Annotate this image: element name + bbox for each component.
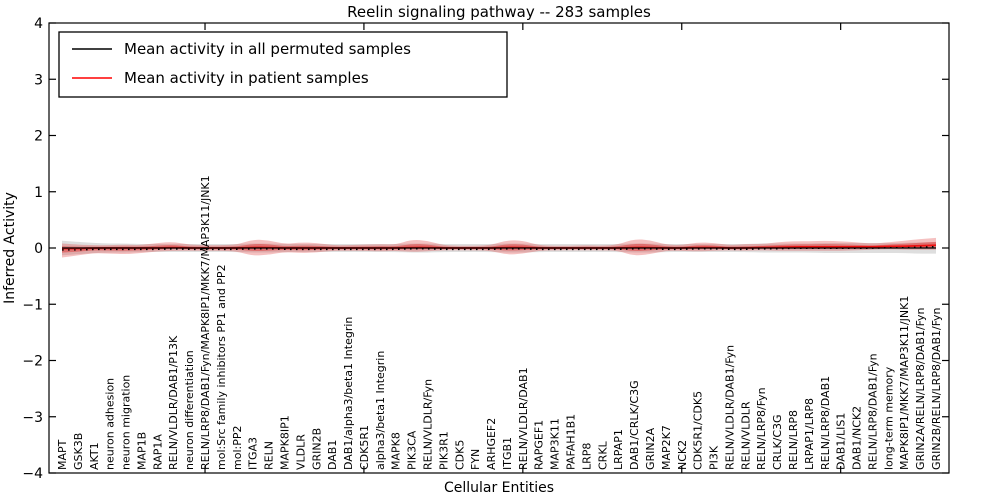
y-tick-label: −4	[22, 466, 43, 482]
y-tick-label: −1	[22, 297, 43, 313]
x-category-label: MAPK8	[390, 432, 403, 470]
y-tick-label: 0	[34, 241, 43, 257]
x-category-label: mol:PP2	[231, 426, 244, 470]
x-category-label: DAB1/LIS1	[835, 413, 848, 470]
x-category-label: VLDLR	[294, 434, 307, 470]
x-category-label: GRIN2B	[310, 428, 323, 470]
x-category-label-layer: MAPT GSK3B AKT1 neuron adhesion neuron migra…	[56, 175, 943, 470]
x-category-label: MAPT	[56, 439, 69, 470]
x-category-label: RAP1A	[151, 434, 164, 470]
legend-box	[58, 31, 508, 98]
x-category-label: RELN/LRP8/Fyn	[755, 387, 768, 470]
x-category-label: RELN/VLDLR	[739, 401, 752, 470]
x-category-label: CDK5R1	[358, 425, 371, 470]
x-category-label: neuron differentiation	[183, 350, 196, 470]
x-category-label: ITGB1	[501, 437, 514, 470]
x-axis-label: Cellular Entities	[444, 480, 554, 496]
x-category-label: LRP8	[580, 443, 593, 470]
line-layer	[61, 244, 937, 251]
x-category-label: CRLK/C3G	[771, 414, 784, 470]
y-tick-label: 4	[34, 16, 43, 32]
x-category-label: GSK3B	[72, 433, 85, 470]
x-category-label: MAP2K7	[660, 425, 673, 470]
x-category-label: mol:Src family inhibitors PP1 and PP2	[215, 264, 228, 470]
x-category-label: LRPAP1/LRP8	[803, 398, 816, 470]
x-category-label: neuron migration	[120, 375, 133, 470]
x-category-label: GRIN2B/RELN/LRP8/DAB1/Fyn	[930, 307, 943, 470]
legend-label-permuted: Mean activity in all permuted samples	[124, 40, 411, 58]
y-tick-label: 1	[34, 185, 43, 201]
x-category-label: PAFAH1B1	[565, 414, 578, 470]
x-category-label: GRIN2A	[644, 427, 657, 470]
x-category-label: CDK5	[453, 440, 466, 470]
x-category-label: PIK3CA	[406, 430, 419, 470]
legend-label-patient: Mean activity in patient samples	[124, 69, 369, 87]
y-axis-label: Inferred Activity	[2, 192, 18, 304]
x-category-label: RELN/LRP8/DAB1/Fyn/MAPK8IP1/MKK7/MAP3K11…	[199, 175, 212, 470]
chart-title: Reelin signaling pathway -- 283 samples	[347, 3, 651, 21]
x-category-label: RELN/VLDLR/DAB1/P13K	[167, 335, 180, 470]
y-tick-label: 2	[34, 129, 43, 145]
x-category-label: RELN	[263, 441, 276, 470]
x-category-label: DAB1/alpha3/beta1 Integrin	[342, 317, 355, 470]
x-category-label: AKT1	[88, 442, 101, 470]
x-category-label: PI3K	[708, 445, 721, 470]
x-category-label: RELN/LRP8	[787, 410, 800, 470]
sample-marker-dotted-line	[61, 245, 937, 251]
x-category-label: CRKL	[596, 440, 609, 470]
x-category-label: PIK3R1	[437, 431, 450, 470]
x-category-label: MAP3K11	[549, 418, 562, 470]
x-category-label: neuron adhesion	[104, 378, 117, 470]
x-category-label: FYN	[469, 449, 482, 470]
x-category-label: NCK2	[676, 440, 689, 470]
x-category-label: RELN/LRP8/DAB1	[819, 376, 832, 470]
x-category-label: MAPK8IP1/MKK7/MAP3K11/JNK1	[898, 296, 911, 470]
x-category-label: RELN/VLDLR/DAB1/Fyn	[723, 345, 736, 470]
x-category-label: LRPAP1	[612, 429, 625, 470]
x-category-label: CDK5R1/CDK5	[692, 391, 705, 470]
x-category-label: MAP1B	[135, 432, 148, 470]
x-category-label: RELN/VLDLR/Fyn	[421, 379, 434, 470]
x-category-label: long-term memory	[882, 366, 895, 470]
x-category-label: RAPGEF1	[533, 420, 546, 470]
x-category-label: ARHGEF2	[485, 418, 498, 470]
x-category-label: GRIN2A/RELN/LRP8/DAB1/Fyn	[914, 307, 927, 470]
y-tick-label: −3	[22, 410, 43, 426]
x-category-label: MAPK8IP1	[278, 415, 291, 470]
y-tick-label: −2	[22, 354, 43, 370]
legend: Mean activity in all permuted samples Me…	[58, 31, 508, 98]
y-tick-label: 3	[34, 72, 43, 88]
x-category-label: ITGA3	[247, 437, 260, 470]
x-category-label: DAB1/CRLK/C3G	[628, 380, 641, 470]
x-category-label: DAB1/NCK2	[851, 406, 864, 470]
x-category-label: DAB1	[326, 440, 339, 470]
tick-layer: 4 3 2 1 0 −1 −2 −3 −4	[22, 16, 949, 482]
x-category-label: RELN/LRP8/DAB1/Fyn	[866, 353, 879, 470]
x-category-label: alpha3/beta1 Integrin	[374, 351, 387, 470]
x-category-label: RELN/VLDLR/DAB1	[517, 367, 530, 470]
